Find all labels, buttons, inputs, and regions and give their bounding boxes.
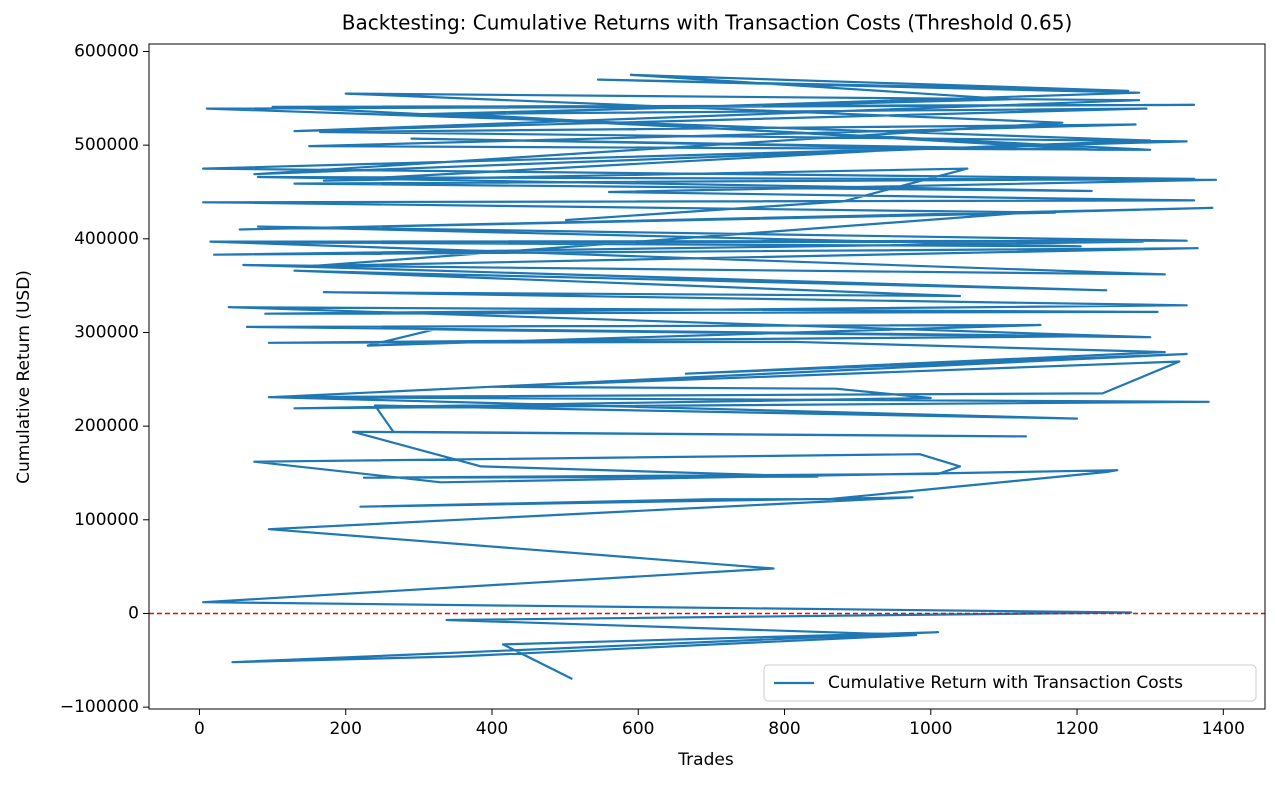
x-tick-label: 1400 xyxy=(1202,719,1245,739)
x-tick-label: 400 xyxy=(476,719,508,739)
legend-box xyxy=(763,664,1257,702)
x-tick-label: 600 xyxy=(622,719,654,739)
y-tick-label: 200000 xyxy=(74,416,139,436)
plot-frame xyxy=(148,43,1266,710)
y-tick-label: 0 xyxy=(128,603,139,623)
data-line xyxy=(202,73,1218,680)
y-tick-label: 100000 xyxy=(74,510,139,530)
y-axis-label: Cumulative Return (USD) xyxy=(14,270,34,484)
x-tick-label: 800 xyxy=(768,719,800,739)
x-tick-label: 1000 xyxy=(909,719,952,739)
y-tick-label: 500000 xyxy=(74,135,139,155)
chart-title: Backtesting: Cumulative Returns with Tra… xyxy=(342,11,1073,35)
y-tick-label: −100000 xyxy=(60,697,139,717)
y-tick-label: 300000 xyxy=(74,322,139,342)
x-tick-label: 200 xyxy=(329,719,361,739)
x-tick-label: 1200 xyxy=(1055,719,1098,739)
x-axis-label: Trades xyxy=(677,750,734,770)
x-tick-label: 0 xyxy=(194,719,205,739)
y-tick-label: 600000 xyxy=(74,41,139,61)
y-tick-label: 400000 xyxy=(74,229,139,249)
legend-label: Cumulative Return with Transaction Costs xyxy=(828,673,1183,693)
